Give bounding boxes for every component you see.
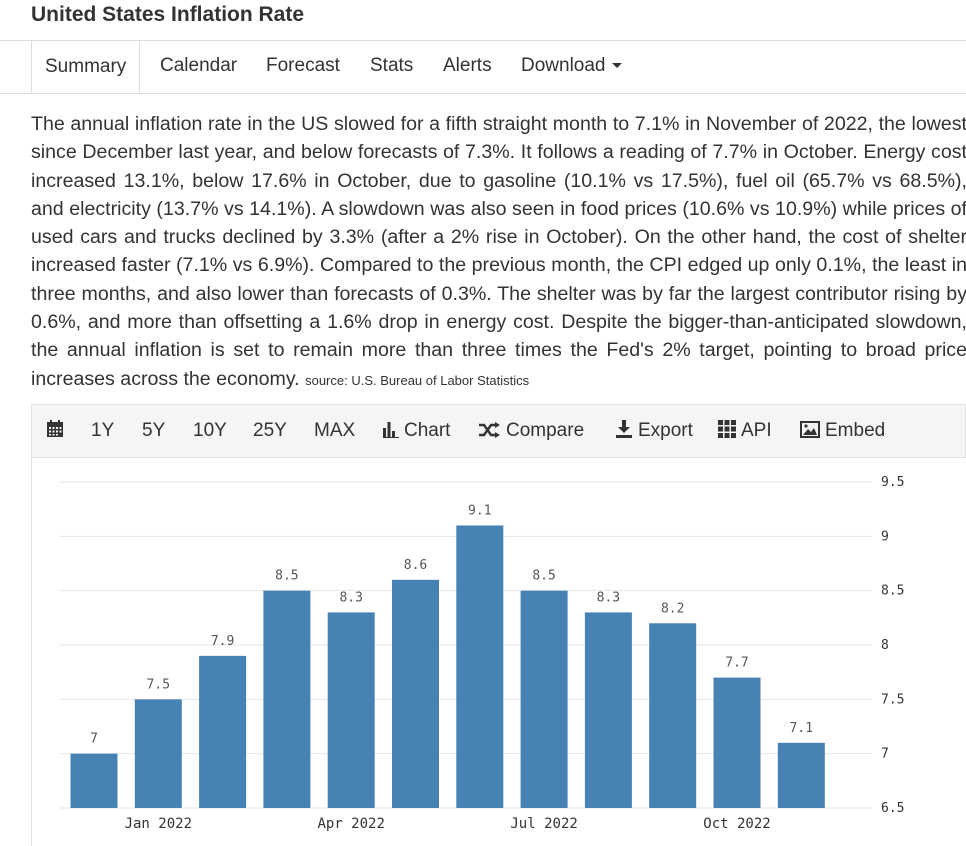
range-1y-button[interactable]: 1Y [91,420,115,441]
bar-value-label: 7.9 [211,634,234,649]
range-25y-button[interactable]: 25Y [253,420,287,441]
bar [520,590,568,808]
bar-chart-icon [383,422,399,438]
y-tick-label: 6.5 [881,801,904,816]
inflation-bar-chart: 6.5 7 7.5 8 8.5 9 9.5 7 7.5 7.9 8.5 8.3 8.6 9.1 8.5 8.3… [59,475,904,832]
bar-value-label: 8.3 [597,590,620,605]
range-10y-button[interactable]: 10Y [193,420,227,441]
caret-down-icon [611,63,622,69]
tab-download-label: Download [521,55,606,76]
embed-label: Embed [825,420,886,441]
chart-type-button[interactable]: Chart [383,405,450,457]
summary-text: The annual inflation rate in the US slow… [31,110,966,395]
tab-forecast[interactable]: Forecast [266,40,340,92]
export-button[interactable]: Export [615,405,693,457]
bar-value-label: 9.1 [468,503,491,518]
api-label: API [741,420,772,441]
tab-download[interactable]: Download [521,40,622,92]
x-tick-label: Apr 2022 [317,816,384,832]
bar [777,742,825,808]
grid-icon [718,420,736,438]
download-icon [616,420,632,438]
chart-type-label: Chart [404,420,451,441]
bar [134,699,182,808]
bar [392,579,439,808]
bar-value-label: 7.5 [147,677,170,692]
bar [70,753,118,808]
calendar-icon[interactable] [46,405,69,457]
compare-label: Compare [506,420,585,441]
bar-value-label: 7.7 [725,656,748,671]
tab-calendar-label: Calendar [160,55,238,76]
range-5y-button[interactable]: 5Y [142,420,166,441]
bar [456,525,504,808]
range-max-button[interactable]: MAX [314,420,356,441]
tab-stats-label: Stats [370,55,414,76]
tab-summary-label: Summary [45,56,127,77]
y-tick-label: 7 [881,747,889,762]
page-title: United States Inflation Rate [31,3,305,26]
image-icon [800,421,820,438]
title-divider [0,40,966,41]
bar-value-label: 8.5 [532,569,555,584]
export-label: Export [638,420,693,441]
bar-value-label: 8.6 [404,558,427,573]
tab-stats[interactable]: Stats [370,40,413,92]
tab-alerts[interactable]: Alerts [443,40,492,92]
tab-calendar[interactable]: Calendar [160,40,237,92]
y-tick-label: 7.5 [881,692,904,707]
bar [327,612,375,808]
y-tick-label: 8.5 [881,584,904,599]
tab-forecast-label: Forecast [266,55,340,76]
y-tick-label: 9 [881,529,889,544]
tab-bar: Summary Calendar Forecast Stats Alerts D… [0,40,966,94]
x-tick-label: Jul 2022 [510,816,577,832]
compare-button[interactable]: Compare [479,405,584,457]
bar-value-label: 8.2 [661,601,684,616]
source-note: source: U.S. Bureau of Labor Statistics [305,372,530,388]
bar-value-label: 7.1 [790,721,813,736]
shuffle-icon [479,422,500,438]
bar-value-label: 8.3 [339,590,362,605]
bar [713,677,761,808]
x-tick-label: Jan 2022 [125,816,192,832]
chart-area: 6.5 7 7.5 8 8.5 9 9.5 7 7.5 7.9 8.5 8.3 8.6 9.1 8.5 8.3… [31,458,966,846]
embed-button[interactable]: Embed [800,405,885,457]
summary-body: The annual inflation rate in the US slow… [31,113,966,390]
bar [199,655,247,808]
y-tick-label: 9.5 [881,475,904,490]
bar-value-label: 7 [90,732,98,747]
bar [649,623,697,808]
tab-alerts-label: Alerts [443,55,492,76]
y-tick-label: 8 [881,638,889,653]
api-button[interactable]: API [718,405,772,457]
x-tick-label: Oct 2022 [703,816,770,832]
bar [584,612,632,808]
bar-value-label: 8.5 [275,569,298,584]
bar [263,590,311,808]
tab-summary[interactable]: Summary [31,40,141,93]
chart-toolbar: 1Y 5Y 10Y 25Y MAX Chart Compare Export A… [31,404,966,458]
